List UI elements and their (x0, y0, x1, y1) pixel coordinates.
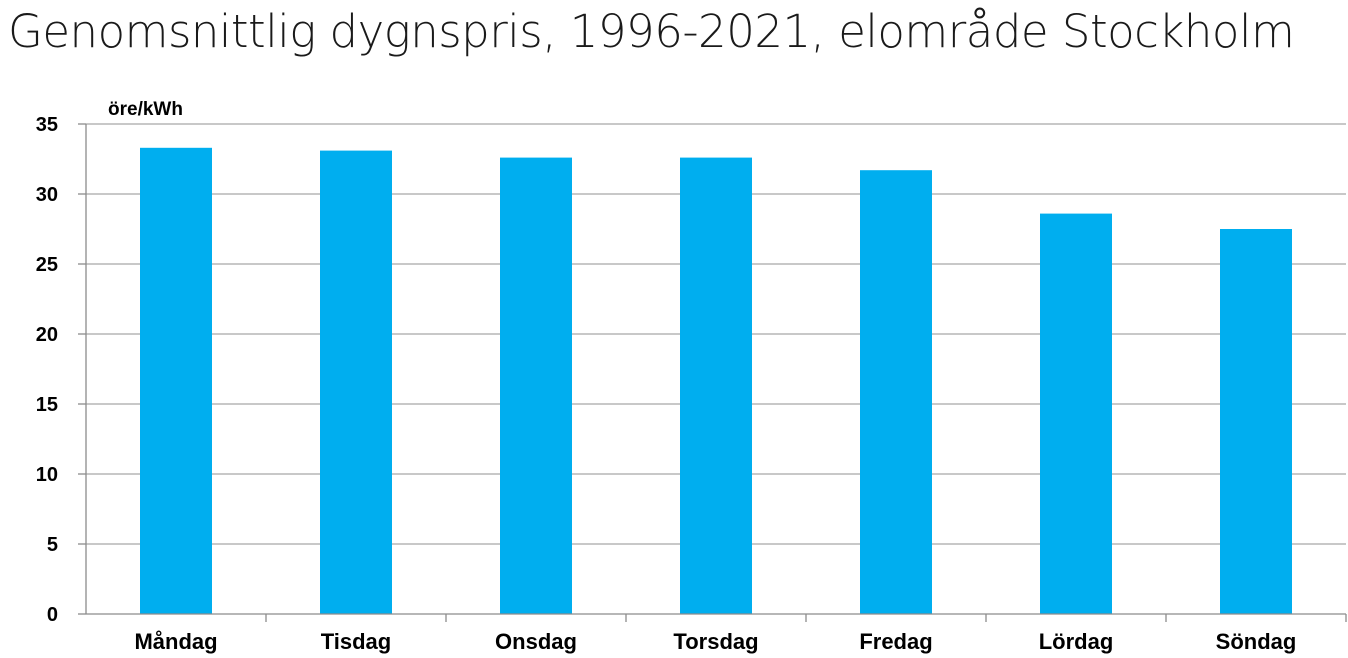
y-axis-unit-label: öre/kWh (108, 99, 183, 120)
y-tick-label: 20 (36, 324, 58, 346)
bars (140, 147, 1292, 615)
bar-onsdag (500, 157, 572, 614)
labels: 0 5 10 15 20 25 30 35 Måndag Tisdag Onsdag Torsdag F… (36, 114, 1297, 654)
bar-tisdag (320, 150, 392, 614)
chart-title: Genomsnittlig dygnspris, 1996-2021, elom… (8, 5, 1295, 58)
y-tick-label: 30 (36, 184, 58, 206)
y-tick-label: 5 (47, 534, 58, 556)
x-category-label: Tisdag (321, 629, 392, 654)
y-tick-label: 35 (36, 114, 58, 136)
y-tick-label: 25 (36, 254, 58, 276)
y-tick-label: 10 (36, 464, 58, 486)
bar-söndag (1220, 229, 1292, 614)
axes (78, 123, 1347, 622)
x-category-label: Onsdag (495, 629, 577, 654)
y-tick-label: 15 (36, 394, 58, 416)
bar-fredag (860, 170, 932, 614)
bar-torsdag (680, 157, 752, 614)
y-tick-label: 0 (47, 604, 58, 626)
bar-måndag (140, 147, 212, 615)
x-category-label: Lördag (1039, 629, 1114, 654)
x-category-label: Söndag (1216, 629, 1297, 654)
x-category-label: Måndag (134, 629, 217, 654)
x-category-label: Torsdag (673, 629, 758, 654)
bar-lördag (1040, 213, 1112, 614)
x-category-label: Fredag (859, 629, 932, 654)
